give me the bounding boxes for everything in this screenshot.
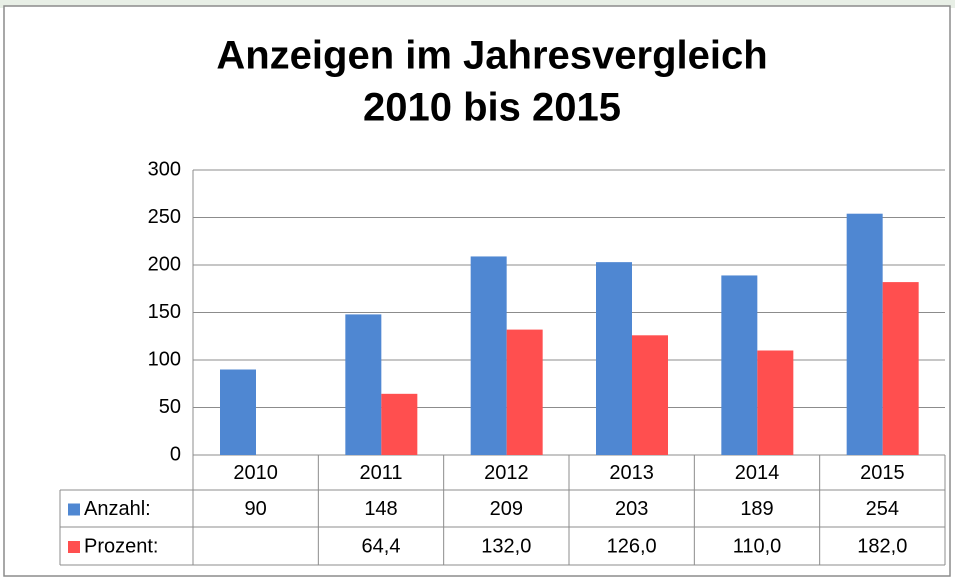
bar bbox=[757, 350, 794, 455]
bar bbox=[381, 393, 418, 455]
table-cell: 189 bbox=[740, 498, 773, 520]
table-cell: 90 bbox=[245, 498, 267, 520]
table-cell: 254 bbox=[866, 498, 899, 520]
x-tick-label: 2014 bbox=[735, 462, 780, 484]
bar bbox=[596, 262, 632, 455]
y-tick-label: 200 bbox=[148, 253, 181, 275]
chart-title: 2010 bis 2015 bbox=[363, 86, 621, 130]
bar bbox=[721, 275, 758, 455]
bar bbox=[220, 369, 256, 455]
x-tick-label: 2011 bbox=[359, 462, 402, 484]
legend-label: Prozent: bbox=[84, 535, 158, 557]
y-tick-label: 250 bbox=[148, 206, 181, 228]
x-tick-label: 2015 bbox=[860, 462, 905, 484]
bar bbox=[632, 335, 668, 455]
chart-title: Anzeigen im Jahresvergleich bbox=[216, 34, 767, 78]
table-cell: 148 bbox=[364, 498, 397, 520]
table-cell: 203 bbox=[615, 498, 648, 520]
y-tick-label: 50 bbox=[159, 396, 181, 418]
table-cell: 110,0 bbox=[733, 535, 782, 557]
table-cell: 126,0 bbox=[607, 535, 657, 557]
top-strip bbox=[0, 0, 955, 8]
legend-key bbox=[68, 541, 80, 553]
table-cell: 182,0 bbox=[857, 535, 907, 557]
y-tick-label: 0 bbox=[170, 443, 181, 465]
table-cell: 209 bbox=[490, 498, 523, 520]
x-tick-label: 2012 bbox=[484, 462, 529, 484]
bar bbox=[846, 213, 883, 455]
x-tick-label: 2013 bbox=[609, 462, 654, 484]
bar bbox=[882, 282, 919, 455]
y-tick-label: 150 bbox=[148, 301, 181, 323]
table-cell: 64,4 bbox=[362, 535, 401, 557]
x-tick-label: 2010 bbox=[233, 462, 278, 484]
bar bbox=[470, 256, 507, 455]
legend-key bbox=[68, 503, 80, 516]
y-tick-label: 300 bbox=[148, 158, 181, 180]
y-tick-label: 100 bbox=[148, 348, 181, 370]
table-cell: 132,0 bbox=[481, 535, 531, 557]
legend-label: Anzahl: bbox=[84, 498, 151, 520]
bar bbox=[506, 329, 543, 455]
bar bbox=[345, 314, 382, 455]
